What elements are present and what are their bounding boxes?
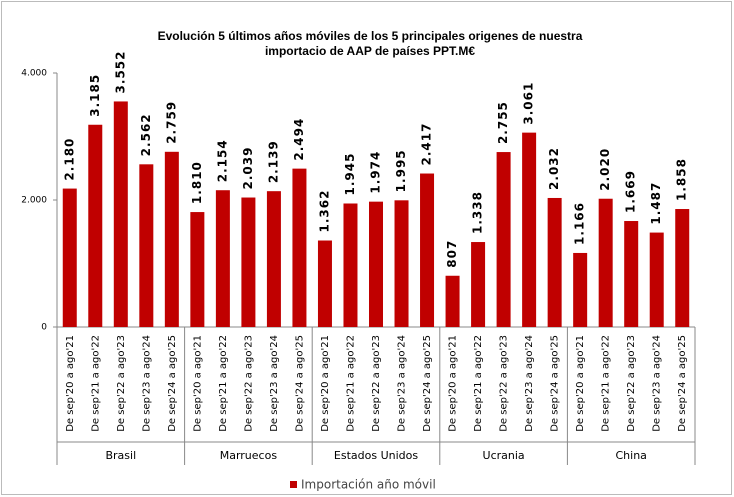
- bar: [624, 221, 639, 327]
- x-tick-label: De sep'21 a ago'22: [90, 335, 101, 432]
- bar: [649, 232, 664, 327]
- bar: [445, 275, 460, 327]
- x-tick-label: De sep'23 a ago'24: [269, 335, 280, 432]
- value-label: 1.338: [471, 191, 485, 234]
- x-tick-label: De sep'22 a ago'23: [499, 335, 510, 432]
- bar: [547, 197, 562, 327]
- group-label: Brasil: [105, 449, 136, 462]
- bar: [343, 203, 358, 327]
- x-tick-label: De sep'24 a ago'25: [550, 335, 561, 432]
- value-label: 2.180: [62, 138, 76, 181]
- bar: [292, 168, 307, 327]
- chart-title: importacio de AAP de países PPT.M€: [265, 44, 475, 58]
- x-tick-label: De sep'24 a ago'25: [677, 335, 688, 432]
- x-tick-label: De sep'21 a ago'22: [601, 335, 612, 432]
- x-tick-label: De sep'24 a ago'25: [167, 335, 178, 432]
- x-tick-label: De sep'20 a ago'21: [575, 335, 586, 432]
- bar: [62, 188, 77, 327]
- bar: [675, 209, 690, 327]
- y-tick-label: 4.000: [21, 69, 47, 79]
- value-label: 2.032: [547, 147, 561, 190]
- x-tick-label: De sep'20 a ago'21: [65, 335, 76, 432]
- value-label: 2.154: [215, 139, 229, 182]
- value-label: 3.552: [113, 50, 127, 93]
- x-tick-label: De sep'23 a ago'24: [397, 335, 408, 432]
- value-label: 1.166: [573, 202, 587, 245]
- bar: [139, 164, 154, 327]
- bar: [573, 252, 588, 327]
- value-label: 1.487: [649, 182, 663, 225]
- bar: [420, 173, 435, 327]
- value-label: 2.039: [241, 147, 255, 190]
- y-tick-label: 0: [41, 323, 47, 333]
- group-label: China: [615, 449, 646, 462]
- x-tick-label: De sep'21 a ago'22: [218, 335, 229, 432]
- bar: [215, 190, 230, 327]
- y-tick-label: 2.000: [21, 196, 47, 206]
- x-tick-label: De sep'21 a ago'22: [473, 335, 484, 432]
- bar: [88, 124, 103, 327]
- value-label: 2.020: [598, 148, 612, 191]
- x-tick-label: De sep'23 a ago'24: [524, 335, 535, 432]
- value-label: 1.995: [394, 149, 408, 192]
- bar: [496, 152, 511, 327]
- value-label: 3.061: [522, 82, 536, 125]
- value-label: 1.810: [190, 161, 204, 204]
- x-tick-label: De sep'22 a ago'23: [626, 335, 637, 432]
- x-tick-label: De sep'24 a ago'25: [294, 335, 305, 432]
- bar: [317, 240, 332, 327]
- value-label: 2.562: [139, 113, 153, 156]
- value-label: 2.139: [266, 140, 280, 183]
- legend-label: Importación año móvil: [301, 478, 436, 492]
- x-tick-label: De sep'23 a ago'24: [652, 335, 663, 432]
- group-label: Estados Unidos: [334, 449, 418, 462]
- bar: [190, 212, 205, 327]
- legend-swatch: [290, 481, 297, 488]
- x-tick-label: De sep'23 a ago'24: [141, 335, 152, 432]
- x-tick-label: De sep'22 a ago'23: [116, 335, 127, 432]
- value-label: 2.494: [292, 118, 306, 161]
- value-label: 2.759: [164, 101, 178, 144]
- x-tick-label: De sep'24 a ago'25: [422, 335, 433, 432]
- bar: [266, 191, 281, 327]
- x-tick-label: De sep'22 a ago'23: [243, 335, 254, 432]
- value-label: 1.858: [675, 158, 689, 201]
- x-tick-label: De sep'20 a ago'21: [320, 335, 331, 432]
- x-tick-label: De sep'20 a ago'21: [192, 335, 203, 432]
- bar: [241, 197, 256, 327]
- bar: [394, 200, 409, 327]
- chart-title: Evolución 5 últimos años móviles de los …: [158, 29, 583, 43]
- value-label: 1.974: [369, 151, 383, 194]
- x-tick-label: De sep'20 a ago'21: [448, 335, 459, 432]
- bar: [113, 101, 128, 327]
- value-label: 2.417: [420, 123, 434, 166]
- bar: [598, 198, 613, 327]
- bar: [522, 132, 537, 327]
- value-label: 3.185: [88, 74, 102, 117]
- value-label: 1.362: [317, 190, 331, 233]
- bar: [369, 201, 383, 327]
- x-tick-label: De sep'21 a ago'22: [345, 335, 356, 432]
- group-label: Ucrania: [483, 449, 525, 462]
- bar: [164, 151, 179, 327]
- group-label: Marruecos: [220, 449, 278, 462]
- bar: [471, 242, 486, 327]
- value-label: 807: [445, 240, 459, 268]
- value-label: 2.755: [496, 101, 510, 144]
- value-label: 1.945: [343, 153, 357, 196]
- value-label: 1.669: [624, 170, 638, 213]
- x-tick-label: De sep'22 a ago'23: [371, 335, 382, 432]
